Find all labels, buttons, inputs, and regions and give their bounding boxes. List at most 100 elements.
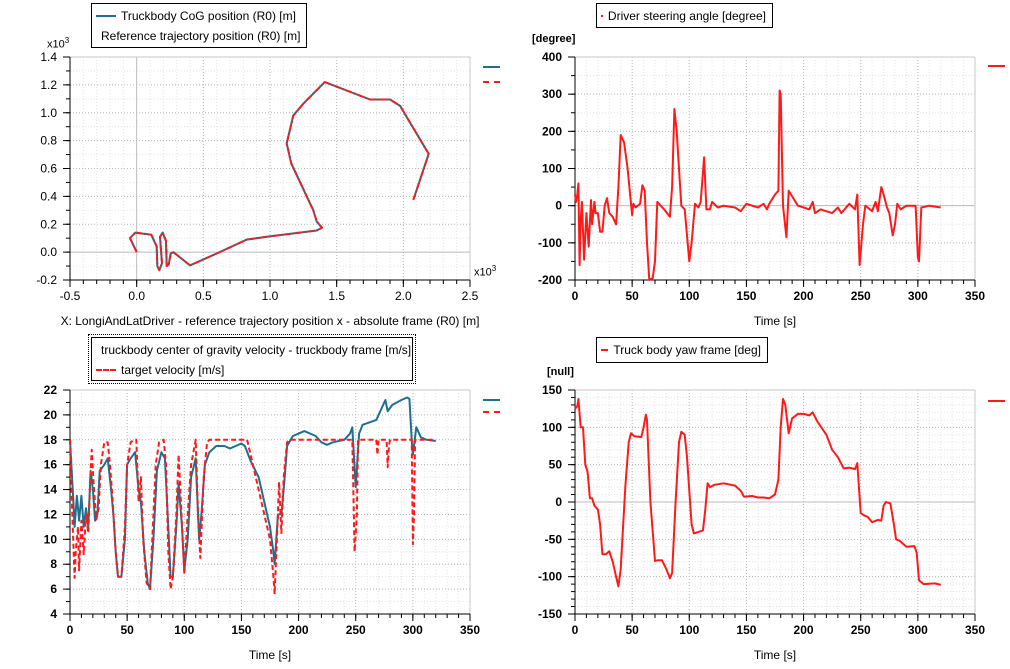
y-tick-label: 0.2 bbox=[40, 217, 57, 231]
series-line-driver-steering-angle-degree bbox=[574, 89, 941, 281]
legend-label: Reference trajectory position (R0) [m] bbox=[101, 29, 301, 43]
x-tick-label: 50 bbox=[120, 623, 134, 637]
y-tick-label: -0.2 bbox=[36, 273, 57, 287]
series-line-truckbody-center-of-gravity-velocity-truckbody-frame-m-s bbox=[69, 396, 436, 591]
legend-item-cog-position[interactable]: Truckbody CoG position (R0) [m] bbox=[96, 6, 300, 26]
y-tick-label: 50 bbox=[549, 458, 563, 472]
y-unit-label: [null] bbox=[547, 366, 574, 378]
x-axis-label: Time [s] bbox=[753, 314, 797, 328]
y-tick-label: 200 bbox=[542, 124, 562, 138]
y-tick-label: 18 bbox=[44, 433, 58, 447]
legend-item-cog-velocity[interactable]: truckbody center of gravity velocity - t… bbox=[96, 340, 411, 360]
x-tick-label: 2.5 bbox=[462, 289, 479, 303]
x-tick-label: 50 bbox=[625, 289, 639, 303]
x-tick-label: 150 bbox=[736, 289, 756, 303]
legend-yaw[interactable]: Truck body yaw frame [deg] bbox=[596, 337, 768, 363]
x-tick-label: 1.5 bbox=[328, 289, 345, 303]
y-tick-label: 300 bbox=[542, 87, 562, 101]
legend-trajectory[interactable]: Truckbody CoG position (R0) [m] Referenc… bbox=[91, 3, 307, 48]
x-tick-label: 250 bbox=[346, 623, 366, 637]
mini-legend-red-dashed bbox=[483, 411, 500, 413]
mini-legend-blue bbox=[483, 66, 500, 68]
x-tick-label: 300 bbox=[908, 289, 928, 303]
y-tick-label: 1.4 bbox=[40, 50, 57, 64]
y-tick-label: 400 bbox=[542, 50, 562, 64]
mini-legend-red bbox=[988, 65, 1005, 67]
x-tick-label: 1.0 bbox=[262, 289, 279, 303]
y-tick-label: 16 bbox=[44, 458, 58, 472]
legend-label: Truck body yaw frame [deg] bbox=[613, 343, 761, 357]
x-tick-label: -0.5 bbox=[60, 289, 81, 303]
y-tick-label: 6 bbox=[50, 582, 57, 596]
x-tick-label: 100 bbox=[174, 623, 194, 637]
series-line-truckbody-cog-position-r0-m bbox=[129, 81, 430, 272]
y-tick-label: 1.0 bbox=[40, 106, 57, 120]
x-tick-label: 150 bbox=[231, 623, 251, 637]
chart-3: 0 50 100 150 200 250 300 350 -150 -100 -50 0 50 100 15… bbox=[538, 383, 985, 637]
legend-steering[interactable]: Driver steering angle [degree] bbox=[596, 3, 773, 28]
y-tick-label: 14 bbox=[44, 483, 58, 497]
y-tick-label: 1.2 bbox=[40, 78, 57, 92]
y-tick-label: 20 bbox=[44, 408, 58, 422]
x-tick-label: 200 bbox=[289, 623, 309, 637]
y-tick-label: -150 bbox=[538, 607, 562, 621]
x-tick-label: 300 bbox=[403, 623, 423, 637]
series-line-truck-body-yaw-frame-deg bbox=[574, 398, 941, 588]
x-tick-label: 0 bbox=[67, 623, 74, 637]
legend-label: Driver steering angle [degree] bbox=[607, 9, 766, 23]
y-tick-label: -100 bbox=[538, 236, 562, 250]
legend-swatch-dashed-red bbox=[96, 369, 116, 371]
y-tick-label: 100 bbox=[542, 162, 562, 176]
x-tick-label: 250 bbox=[851, 289, 871, 303]
legend-item-steering-angle[interactable]: Driver steering angle [degree] bbox=[601, 6, 766, 26]
x-tick-label: 0.5 bbox=[195, 289, 212, 303]
legend-swatch-solid-blue bbox=[96, 15, 116, 17]
x-tick-label: 350 bbox=[460, 623, 480, 637]
x-tick-label: 150 bbox=[736, 623, 756, 637]
x-tick-label: 2.0 bbox=[395, 289, 412, 303]
mini-legend-red bbox=[988, 400, 1005, 402]
series-line-target-velocity-m-s bbox=[69, 438, 436, 596]
y-tick-label: 22 bbox=[44, 383, 58, 397]
chart-1: 0 50 100 150 200 250 300 350 -200 -100 0 100 200 300 4… bbox=[538, 50, 985, 303]
x-tick-label: 250 bbox=[851, 623, 871, 637]
y-tick-label: 8 bbox=[50, 557, 57, 571]
x-tick-label: 200 bbox=[794, 623, 814, 637]
legend-label: Truckbody CoG position (R0) [m] bbox=[121, 9, 296, 23]
y-tick-label: 100 bbox=[542, 420, 562, 434]
chart-2: 0 50 100 150 200 250 300 350 4 6 8 10 12 14 16 18 20 22 bbox=[44, 383, 481, 637]
x-tick-label: 50 bbox=[625, 623, 639, 637]
x-tick-label: 350 bbox=[965, 623, 985, 637]
x-axis-label: Time [s] bbox=[753, 648, 797, 662]
y-tick-label: 0 bbox=[555, 199, 562, 213]
y-tick-label: 150 bbox=[542, 383, 562, 397]
y-multiplier-label: x103 bbox=[47, 36, 70, 51]
x-tick-label: 0.0 bbox=[128, 289, 145, 303]
legend-item-target-velocity[interactable]: target velocity [m/s] bbox=[96, 360, 406, 380]
x-tick-label: 300 bbox=[908, 623, 928, 637]
y-tick-label: 0.6 bbox=[40, 162, 57, 176]
x-axis-label: X: LongiAndLatDriver - reference traject… bbox=[60, 314, 480, 328]
x-multiplier-label: x103 bbox=[474, 264, 497, 279]
x-tick-label: 200 bbox=[794, 289, 814, 303]
legend-swatch-solid-red bbox=[601, 349, 609, 351]
y-tick-label: 0.4 bbox=[40, 189, 57, 203]
y-tick-label: 10 bbox=[44, 532, 58, 546]
y-tick-label: 0.8 bbox=[40, 134, 57, 148]
y-unit-label: [degree] bbox=[532, 33, 576, 45]
y-tick-label: 0 bbox=[555, 495, 562, 509]
mini-legend-red-dashdot bbox=[483, 81, 500, 83]
legend-item-reference-position[interactable]: Reference trajectory position (R0) [m] bbox=[96, 26, 300, 46]
legend-label: truckbody center of gravity velocity - t… bbox=[101, 343, 412, 357]
legend-label: target velocity [m/s] bbox=[121, 363, 225, 377]
x-axis-label: Time [s] bbox=[248, 648, 292, 662]
y-tick-label: 12 bbox=[44, 507, 58, 521]
legend-swatch-solid-red bbox=[601, 15, 603, 17]
legend-velocity[interactable]: truckbody center of gravity velocity - t… bbox=[91, 337, 413, 381]
y-tick-label: -50 bbox=[545, 532, 563, 546]
legend-item-yaw[interactable]: Truck body yaw frame [deg] bbox=[601, 340, 761, 360]
legend-focus-frame bbox=[88, 334, 416, 384]
series-line-reference-trajectory-position-r0-m bbox=[129, 81, 430, 272]
